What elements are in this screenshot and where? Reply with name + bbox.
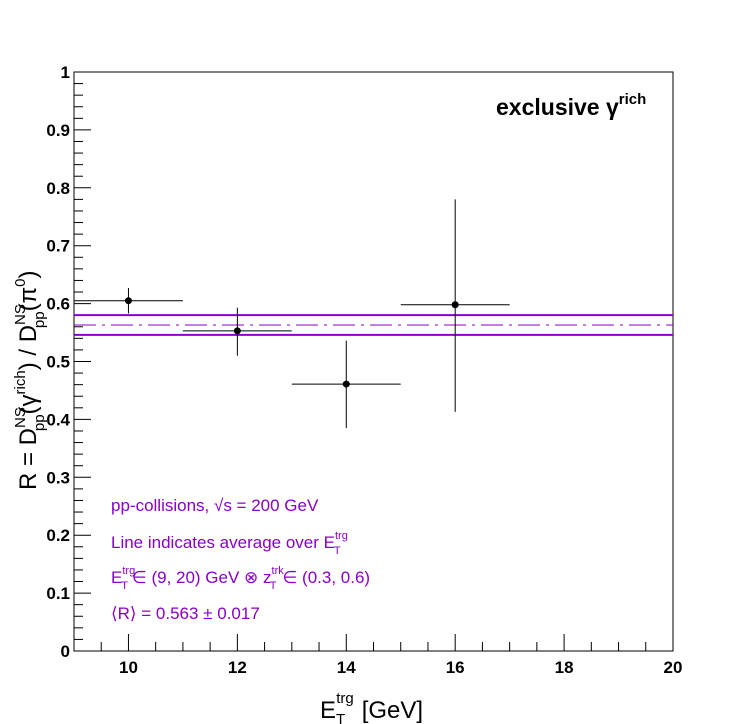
- y-axis-title: R = DNS pp(γrich) / DNS pp(π0): [12, 271, 48, 490]
- x-tick-label: 14: [337, 658, 356, 677]
- y-axis-title-sup4: 0: [12, 279, 29, 287]
- annotations: pp-collisions, √s = 200 GeV Line indicat…: [111, 496, 370, 623]
- x-axis-title-sub: T: [336, 711, 345, 724]
- data-points: [74, 199, 510, 429]
- y-tick-label: 0.7: [46, 237, 70, 256]
- y-tick-label: 0.4: [46, 410, 70, 429]
- annotation-range-z-sub: T: [270, 580, 277, 592]
- chart-title: exclusive γrich: [496, 91, 646, 120]
- annotation-mean: ⟨R⟩ = 0.563 ± 0.017: [111, 604, 260, 623]
- data-point: [233, 327, 241, 335]
- x-tick-label: 16: [446, 658, 465, 677]
- data-point-group: [182, 307, 292, 356]
- y-axis-title-end: ): [15, 271, 42, 279]
- y-tick-label: 0: [61, 642, 70, 661]
- axis-ticks: [73, 71, 674, 652]
- y-axis-title-sup2: rich: [12, 370, 29, 394]
- annotation-collisions: pp-collisions, √s = 200 GeV: [111, 496, 319, 515]
- y-tick-label: 0.2: [46, 526, 70, 545]
- data-point: [124, 297, 132, 305]
- data-point: [342, 380, 350, 388]
- x-tick-label: 10: [119, 658, 138, 677]
- annotation-line-average-sub: T: [334, 545, 341, 557]
- annotation-range: Etrg T ∈ (9, 20) GeV ⊗ ztrk T ∈ (0.3, 0.6): [111, 565, 370, 592]
- data-point-group: [291, 340, 401, 429]
- y-tick-label: 0.6: [46, 295, 70, 314]
- plot-frame: [73, 71, 674, 652]
- y-tick-label: 0.3: [46, 468, 70, 487]
- x-axis-title-sup: trg: [336, 690, 354, 707]
- x-tick-label: 20: [664, 658, 683, 677]
- annotation-range-mid: ∈ (9, 20) GeV ⊗ z: [132, 568, 272, 587]
- annotation-line-average: Line indicates average over Etrg T: [111, 530, 348, 557]
- annotation-line-average-text: Line indicates average over E: [111, 533, 335, 552]
- y-tick-labels: 0 0.1 0.2 0.3 0.4 0.5 0.6 0.7 0.8 0.9 1: [46, 63, 70, 661]
- x-tick-label: 18: [555, 658, 574, 677]
- y-tick-label: 0.1: [46, 584, 70, 603]
- data-point-group: [400, 199, 510, 412]
- y-axis-title-paren1: (γ: [15, 394, 42, 414]
- chart-title-sup: rich: [619, 91, 647, 108]
- y-axis-title-sub1: pp: [31, 414, 48, 431]
- x-axis-title: ETtrg [GeV]: [320, 690, 423, 724]
- data-point: [451, 301, 459, 309]
- chart-title-main: exclusive γ: [496, 94, 619, 120]
- y-tick-label: 0.8: [46, 179, 70, 198]
- y-tick-label: 0.9: [46, 121, 70, 140]
- y-tick-label: 1: [61, 63, 70, 82]
- annotation-range-z-sup: trk: [272, 565, 285, 577]
- y-axis-title-mid: ) / D: [15, 325, 42, 370]
- annotation-line-average-sup: trg: [335, 530, 348, 542]
- annotation-range-e-sup: trg: [122, 565, 135, 577]
- y-axis-title-sup3: NS: [12, 304, 29, 325]
- x-tick-labels: 10 12 14 16 18 20: [119, 658, 682, 677]
- y-axis-title-r: R = D: [15, 428, 42, 490]
- data-point-group: [74, 287, 183, 314]
- average-band: [74, 314, 673, 336]
- x-tick-label: 12: [228, 658, 247, 677]
- x-axis-title-main: E: [320, 697, 336, 724]
- annotation-range-end: ∈ (0.3, 0.6): [283, 568, 371, 587]
- y-axis-title-sub3: pp: [31, 311, 48, 328]
- y-tick-label: 0.5: [46, 353, 70, 372]
- x-axis-title-unit: [GeV]: [362, 697, 423, 724]
- annotation-range-e: E: [111, 568, 122, 587]
- y-axis-title-sup1: NS: [12, 407, 29, 428]
- y-axis-title-paren2: (π: [15, 287, 42, 312]
- annotation-range-e-sub: T: [121, 580, 128, 592]
